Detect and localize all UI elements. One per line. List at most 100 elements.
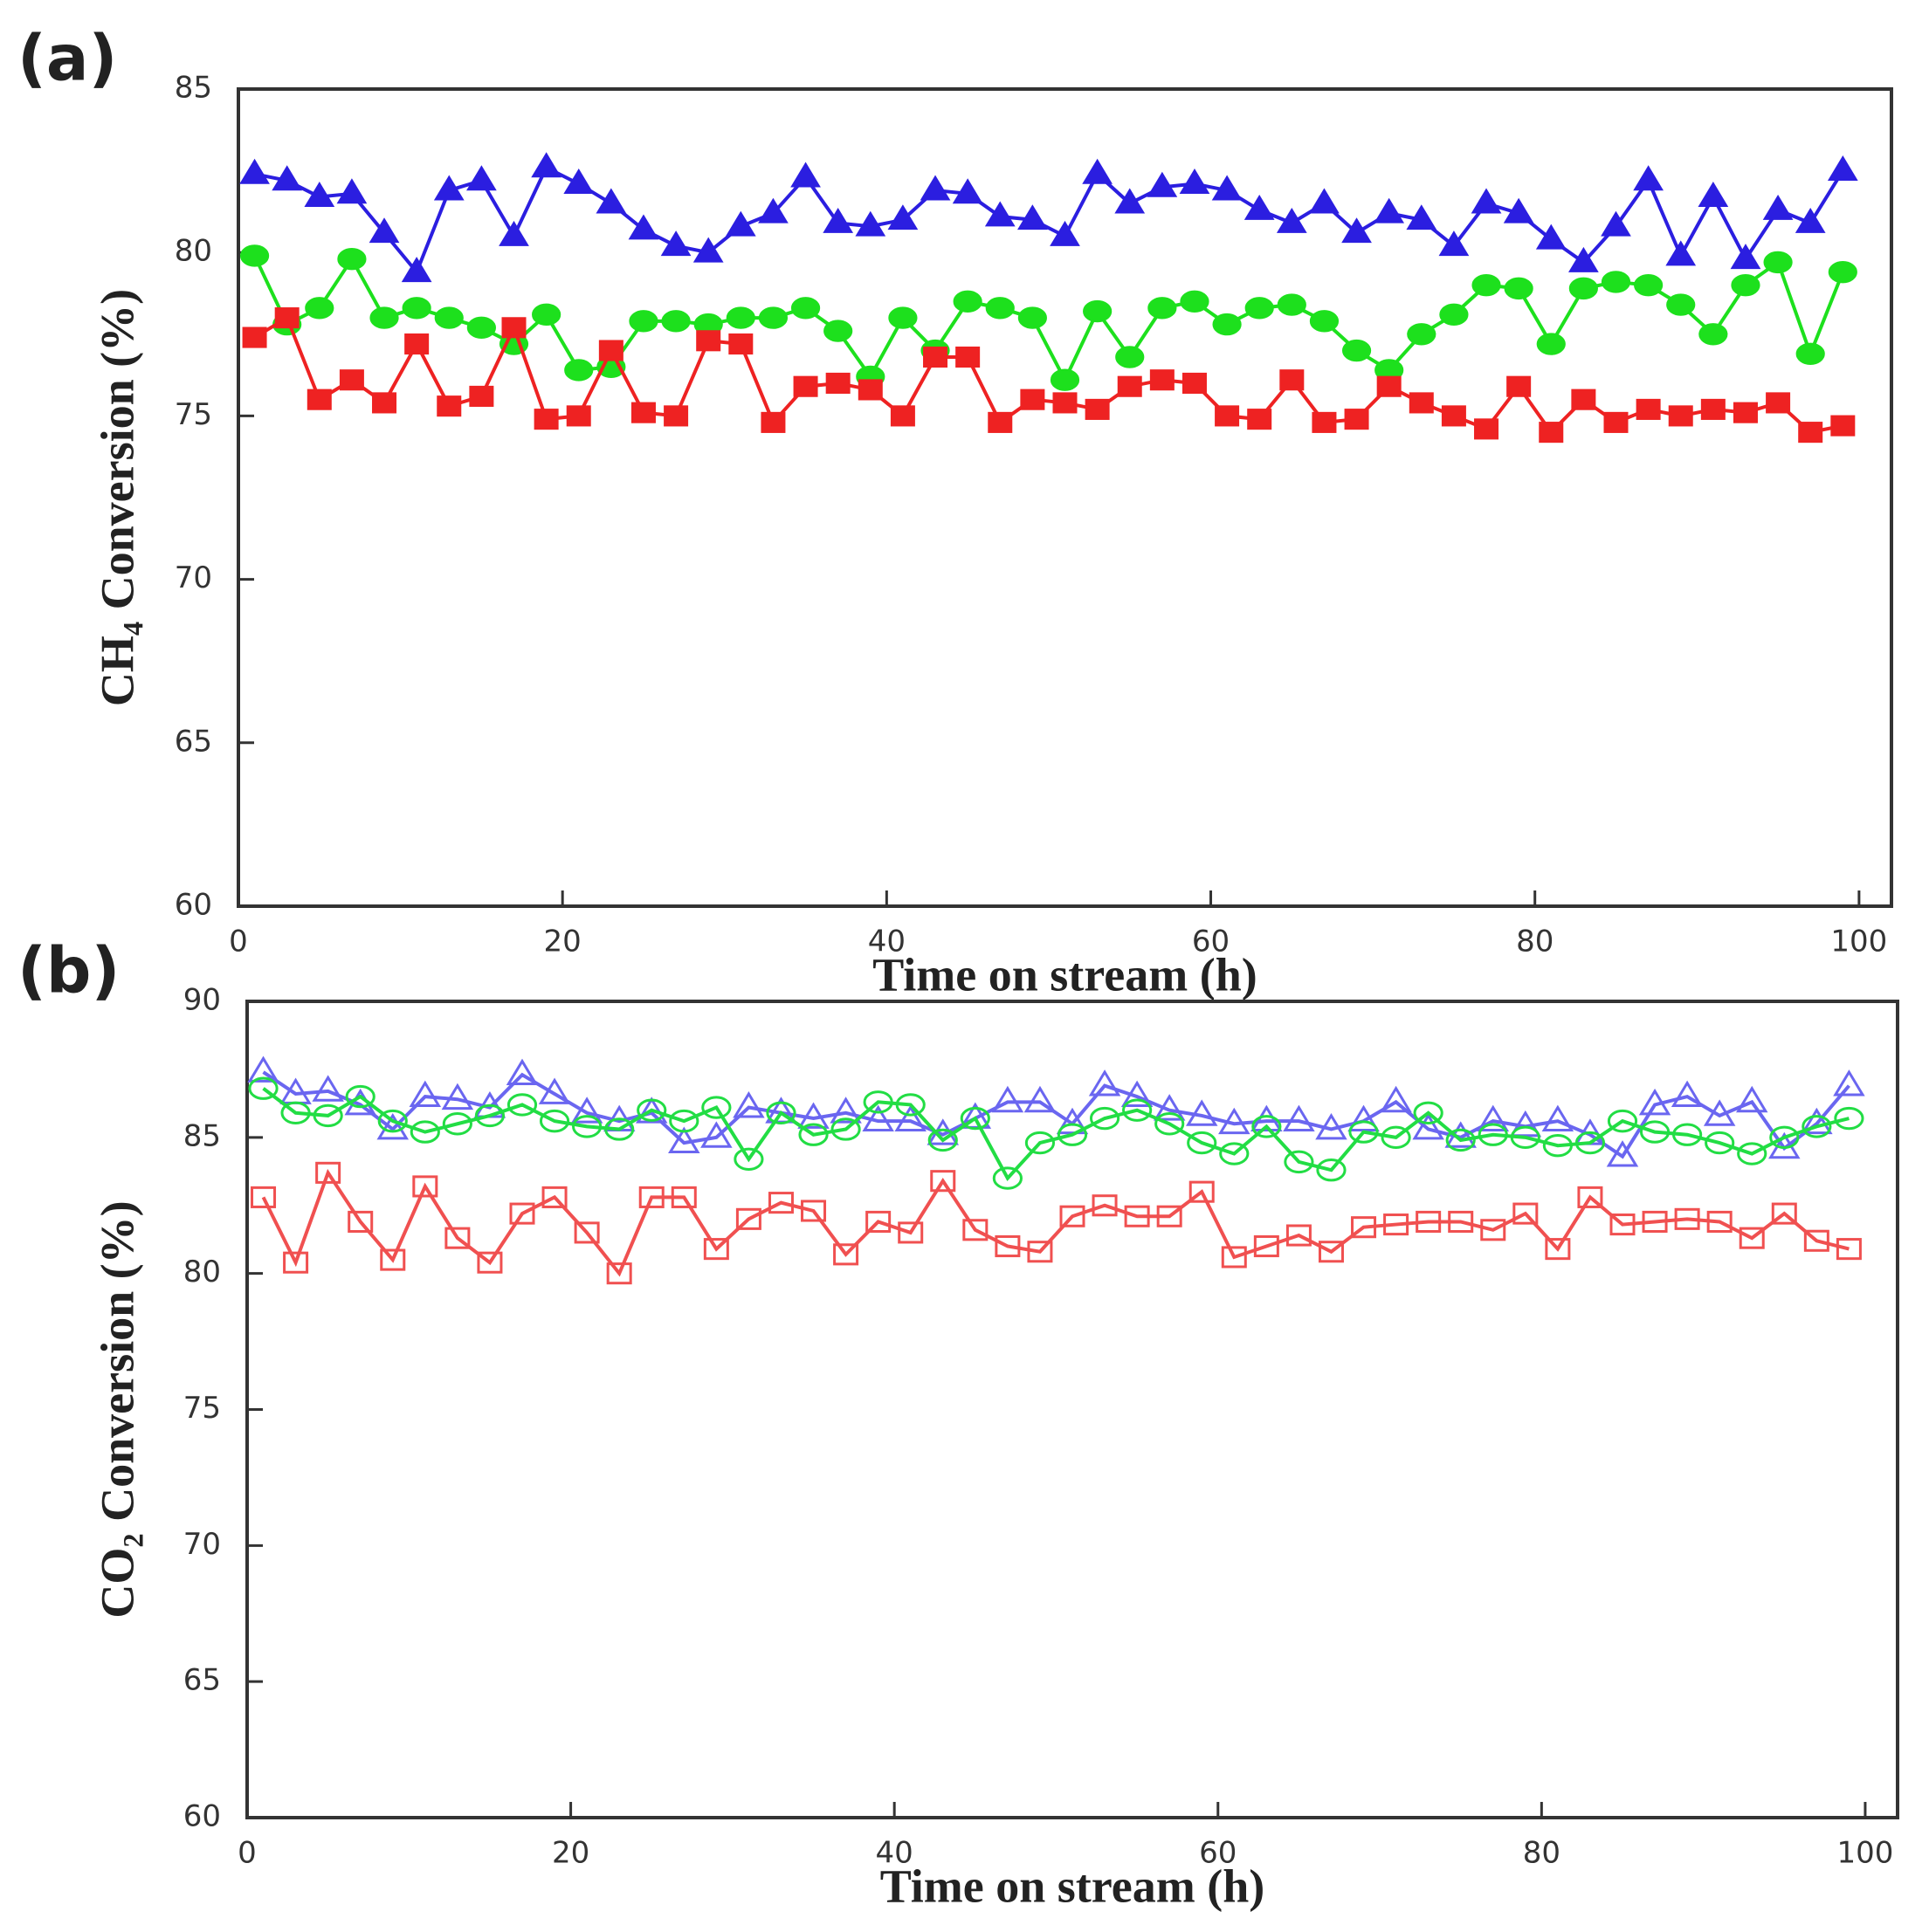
circle-marker [1348, 1120, 1379, 1144]
triangle-marker [1541, 1104, 1574, 1132]
square-marker [251, 1186, 277, 1208]
triangle-marker [1762, 194, 1794, 220]
circle-marker [992, 1166, 1023, 1190]
circle-marker [1698, 323, 1728, 346]
square-marker [501, 317, 527, 339]
triangle-marker [1050, 220, 1080, 246]
square-marker [1253, 1234, 1279, 1258]
circle-marker [248, 1076, 279, 1100]
triangle-marker [1638, 1088, 1671, 1116]
circle-marker [927, 1128, 958, 1152]
circle-marker [466, 316, 496, 340]
circle-marker [572, 1115, 603, 1138]
square-marker [1092, 1194, 1118, 1217]
square-marker [1318, 1241, 1344, 1263]
square-marker [1247, 409, 1272, 430]
y-tick-label: 65 [175, 724, 212, 759]
x-tick-label: 100 [1836, 1836, 1893, 1871]
x-tick-label: 100 [1830, 925, 1887, 959]
circle-marker [1083, 299, 1113, 323]
triangle-marker [830, 1097, 862, 1124]
triangle-marker [1730, 244, 1761, 270]
square-marker [1376, 375, 1402, 397]
circle-marker [863, 1090, 893, 1114]
circle-marker [669, 1109, 699, 1133]
square-marker [1733, 402, 1758, 423]
y-tick-label: 85 [183, 1118, 221, 1153]
circle-marker [434, 306, 464, 329]
x-axis-label: Time on stream (h) [872, 948, 1257, 1000]
triangle-marker [725, 210, 756, 237]
triangle-marker [920, 175, 951, 201]
triangle-marker [1698, 182, 1729, 207]
triangle-marker [1438, 230, 1470, 257]
square-marker [1221, 1246, 1247, 1269]
circle-marker [1834, 1106, 1864, 1131]
triangle-marker [660, 230, 692, 257]
square-marker [1215, 405, 1240, 427]
circle-marker [953, 290, 982, 313]
triangle-marker [1633, 165, 1664, 191]
square-marker [1836, 1238, 1862, 1261]
triangle-marker [304, 182, 335, 207]
square-marker [574, 1221, 600, 1244]
triangle-marker [1801, 1107, 1833, 1135]
square-marker [858, 379, 883, 401]
circle-marker [1705, 1131, 1735, 1155]
square-marker [1577, 1186, 1603, 1208]
x-axis-label: Time on stream (h) [880, 1860, 1264, 1912]
panel-label: (a) [17, 22, 117, 95]
circle-marker [1316, 1159, 1347, 1182]
triangle-marker [1568, 246, 1599, 272]
plot-frame [237, 87, 1893, 908]
square-marker [404, 333, 430, 355]
triangle-marker [409, 1080, 442, 1107]
square-marker [283, 1251, 309, 1274]
circle-marker [410, 1120, 440, 1144]
square-marker [1052, 392, 1078, 414]
circle-marker [766, 1101, 796, 1124]
triangle-marker [1082, 158, 1113, 184]
triangle-marker [1606, 1140, 1639, 1167]
triangle-marker [991, 1085, 1024, 1113]
circle-marker [337, 247, 367, 271]
triangle-marker [369, 217, 400, 244]
triangle-marker [1283, 1104, 1315, 1132]
triangle-marker [1471, 188, 1502, 214]
circle-marker [506, 1093, 538, 1117]
y-axis-label: CO₂ Conversion (%) [91, 1200, 143, 1618]
x-tick-label: 60 [1192, 925, 1230, 959]
circle-marker [790, 297, 821, 320]
triangle-marker [1088, 1069, 1121, 1097]
triangle-marker [499, 220, 529, 246]
square-marker [566, 405, 591, 427]
circle-marker [369, 306, 399, 329]
square-marker [955, 346, 981, 368]
square-marker [1188, 1180, 1215, 1203]
triangle-marker [336, 178, 368, 204]
square-marker [1571, 388, 1596, 410]
square-marker [761, 411, 786, 433]
x-tick-label: 60 [1199, 1836, 1237, 1871]
circle-marker [442, 1112, 472, 1136]
triangle-marker [1412, 1112, 1444, 1140]
circle-marker [604, 1117, 635, 1141]
square-marker [793, 375, 818, 397]
circle-marker [701, 1096, 732, 1119]
circle-marker [280, 1101, 311, 1124]
circle-marker [1607, 1109, 1638, 1133]
square-marker [703, 1238, 729, 1261]
circle-marker [1672, 1123, 1703, 1146]
circle-marker [734, 1147, 764, 1171]
x-tick-label: 20 [544, 925, 582, 959]
square-marker [1027, 1241, 1053, 1263]
circle-marker [1439, 303, 1469, 327]
circle-marker [539, 1109, 570, 1133]
square-marker [541, 1186, 568, 1208]
circle-marker [960, 1106, 990, 1131]
x-tick-label: 0 [229, 925, 248, 959]
circle-marker [1542, 1133, 1573, 1158]
circle-marker [402, 297, 431, 320]
square-marker [1674, 1207, 1700, 1230]
circle-marker [1341, 339, 1372, 362]
